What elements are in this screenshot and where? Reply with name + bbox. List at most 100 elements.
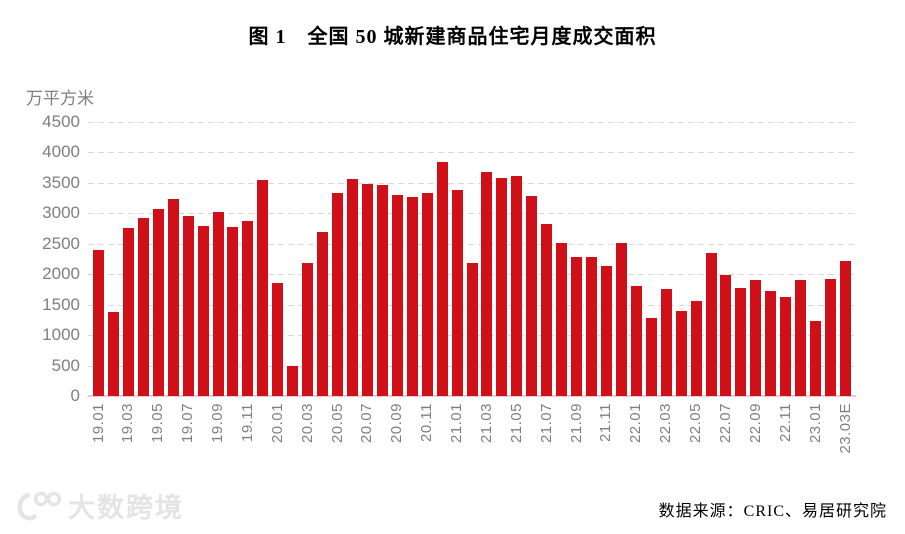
- x-tick-label: 22.05: [687, 403, 705, 444]
- bar: [750, 280, 762, 396]
- bar: [720, 274, 732, 396]
- bar: [107, 311, 119, 396]
- x-tick-label: 20.07: [358, 403, 376, 444]
- x-tick-label: 21.11: [597, 403, 615, 442]
- x-tick-label: 21.09: [567, 403, 585, 444]
- x-tick-label: 23.03E: [836, 403, 854, 454]
- bar: [556, 243, 568, 396]
- x-tick-label: 22.11: [776, 403, 794, 442]
- x-tick-label: 20.05: [328, 403, 346, 444]
- bar: [810, 320, 822, 396]
- chart-title: 图 1 全国 50 城新建商品住宅月度成交面积: [248, 26, 657, 48]
- bar: [287, 366, 299, 396]
- x-tick-label: 21.03: [477, 403, 495, 444]
- bar: [511, 175, 523, 396]
- bar: [705, 252, 717, 396]
- x-tick-label: 20.11: [418, 403, 436, 442]
- bar: [780, 297, 792, 396]
- y-tick-label: 2500: [42, 233, 80, 253]
- bar: [197, 225, 209, 396]
- bar: [436, 161, 448, 396]
- bar: [137, 217, 149, 396]
- x-tick-label: 20.09: [388, 403, 406, 444]
- bar: [571, 256, 583, 396]
- x-tick-label: 20.01: [268, 403, 286, 444]
- gridline: [88, 243, 856, 245]
- plot-area: 19.01 19.03 19.05 19.07 19.09 19.11 20.01 20.03…: [88, 122, 856, 454]
- gridline: [88, 182, 856, 184]
- bar: [361, 183, 373, 396]
- y-tick-label: 0: [70, 386, 80, 405]
- watermark: 大数跨境: [16, 486, 184, 525]
- bar: [122, 227, 134, 396]
- bar: [825, 279, 837, 396]
- bar: [272, 282, 284, 396]
- x-tick-label: 22.07: [716, 403, 734, 444]
- y-tick-label: 4500: [42, 112, 80, 131]
- x-tick-label: 22.09: [746, 403, 764, 444]
- bar: [735, 288, 747, 396]
- x-tick-label: 21.01: [448, 403, 466, 444]
- bar: [182, 215, 194, 396]
- bar: [376, 184, 388, 396]
- bar: [242, 221, 254, 396]
- circles-logo-icon: [17, 491, 62, 520]
- y-tick-label: 3500: [42, 172, 80, 192]
- bar: [227, 227, 239, 396]
- x-tick-label: 23.01: [806, 403, 824, 444]
- x-tick-label: 20.03: [298, 403, 316, 444]
- x-tick-label: 19.07: [179, 403, 197, 444]
- bar: [212, 211, 224, 396]
- bar: [302, 263, 314, 396]
- bar: [167, 198, 179, 396]
- bar: [600, 265, 612, 396]
- bar: [541, 223, 553, 396]
- bar: [346, 178, 358, 396]
- y-tick-label: 500: [51, 355, 80, 375]
- x-tick-label: 21.07: [537, 403, 555, 444]
- bar: [421, 193, 433, 396]
- y-tick-label: 1000: [42, 325, 80, 345]
- bar: [586, 256, 598, 396]
- bar: [481, 171, 493, 396]
- y-tick-label: 4000: [42, 142, 80, 162]
- bar: [795, 280, 807, 396]
- gridline: [88, 213, 856, 215]
- bar: [257, 180, 269, 396]
- x-tick-label: 19.11: [238, 403, 256, 442]
- y-tick-label: 2000: [42, 264, 80, 284]
- x-tick-label: 19.09: [209, 403, 227, 444]
- bar: [93, 249, 104, 396]
- bar: [451, 189, 463, 396]
- bar: [332, 193, 344, 396]
- bar: [765, 291, 777, 396]
- bar: [526, 195, 538, 396]
- x-tick-label: 19.05: [149, 403, 167, 444]
- bar: [406, 196, 418, 396]
- gridline: [88, 122, 856, 123]
- gridline: [88, 152, 856, 154]
- y-tick-label: 1500: [42, 294, 80, 314]
- bar: [840, 260, 851, 396]
- x-tick-label: 22.03: [657, 403, 675, 444]
- x-tick-label: 19.03: [119, 403, 137, 444]
- watermark-text: 大数跨境: [68, 493, 184, 523]
- bar: [391, 195, 403, 396]
- y-tick-label: 3000: [42, 203, 80, 223]
- y-axis-unit-label: 万平方米: [26, 89, 94, 108]
- bar: [152, 209, 164, 396]
- bar: [660, 288, 672, 396]
- bar: [690, 301, 702, 396]
- bar: [496, 178, 508, 396]
- x-axis-baseline: [88, 395, 856, 397]
- source-note: 数据来源：CRIC、易居研究院: [658, 503, 887, 520]
- bar: [317, 232, 329, 396]
- x-tick-label: 21.05: [507, 403, 525, 444]
- bar: [645, 318, 657, 396]
- bar: [615, 243, 627, 396]
- x-tick-label: 19.01: [89, 403, 107, 444]
- x-tick-label: 22.01: [627, 403, 645, 444]
- bar: [466, 262, 478, 396]
- bar: [630, 285, 642, 396]
